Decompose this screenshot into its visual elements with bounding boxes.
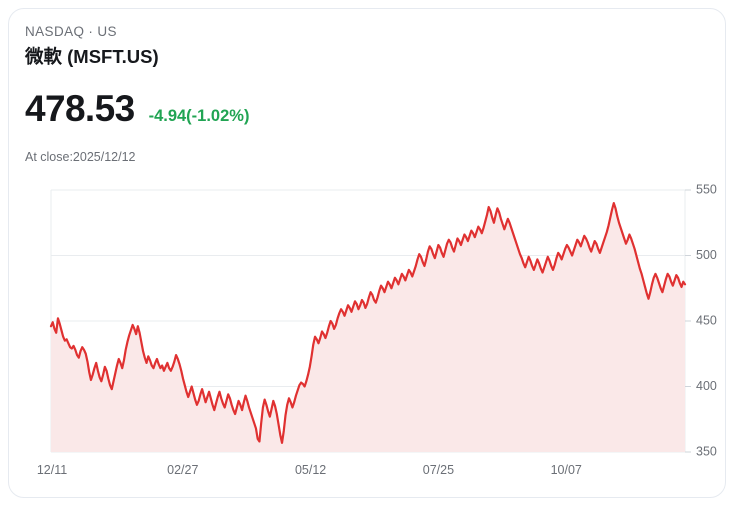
y-axis-tick-label: 550 bbox=[696, 182, 717, 196]
exchange-name: NASDAQ bbox=[25, 24, 85, 39]
price-row: 478.53 -4.94(-1.02%) bbox=[25, 87, 249, 131]
region-name: US bbox=[97, 24, 117, 39]
x-axis-tick-label: 05/12 bbox=[295, 463, 326, 477]
stock-quote-card: NASDAQ · US 微軟 (MSFT.US) 478.53 -4.94(-1.0… bbox=[8, 8, 726, 498]
price-change: -4.94(-1.02%) bbox=[148, 107, 250, 125]
y-axis-tick-label: 500 bbox=[696, 248, 717, 262]
exchange-region-line: NASDAQ · US bbox=[25, 23, 665, 41]
y-axis-tick-label: 350 bbox=[696, 444, 717, 458]
price-chart[interactable]: 550 500 450 400 350 12/11 02/27 05/12 07/25 10/0… bbox=[9, 169, 726, 489]
y-axis-tick-label: 400 bbox=[696, 379, 717, 393]
x-axis-tick-label: 02/27 bbox=[167, 463, 198, 477]
quote-header: NASDAQ · US 微軟 (MSFT.US) bbox=[25, 23, 665, 70]
x-axis-tick-label: 12/11 bbox=[37, 463, 67, 477]
price-area-fill bbox=[51, 203, 685, 452]
exchange-separator: · bbox=[88, 24, 94, 39]
price-line bbox=[49, 202, 687, 444]
market-close-note: At close:2025/12/12 bbox=[25, 150, 136, 164]
x-axis-tick-label: 07/25 bbox=[423, 463, 454, 477]
y-axis-tick-label: 450 bbox=[696, 313, 717, 327]
y-axis-labels: 550 500 450 400 350 bbox=[696, 182, 717, 458]
price-chart-svg[interactable]: 550 500 450 400 350 12/11 02/27 05/12 07/25 10/0… bbox=[9, 169, 726, 489]
current-price: 478.53 bbox=[25, 88, 135, 129]
x-axis-labels: 12/11 02/27 05/12 07/25 10/07 bbox=[37, 463, 582, 477]
page-title: 微軟 (MSFT.US) bbox=[25, 46, 159, 67]
x-axis-tick-label: 10/07 bbox=[551, 463, 582, 477]
